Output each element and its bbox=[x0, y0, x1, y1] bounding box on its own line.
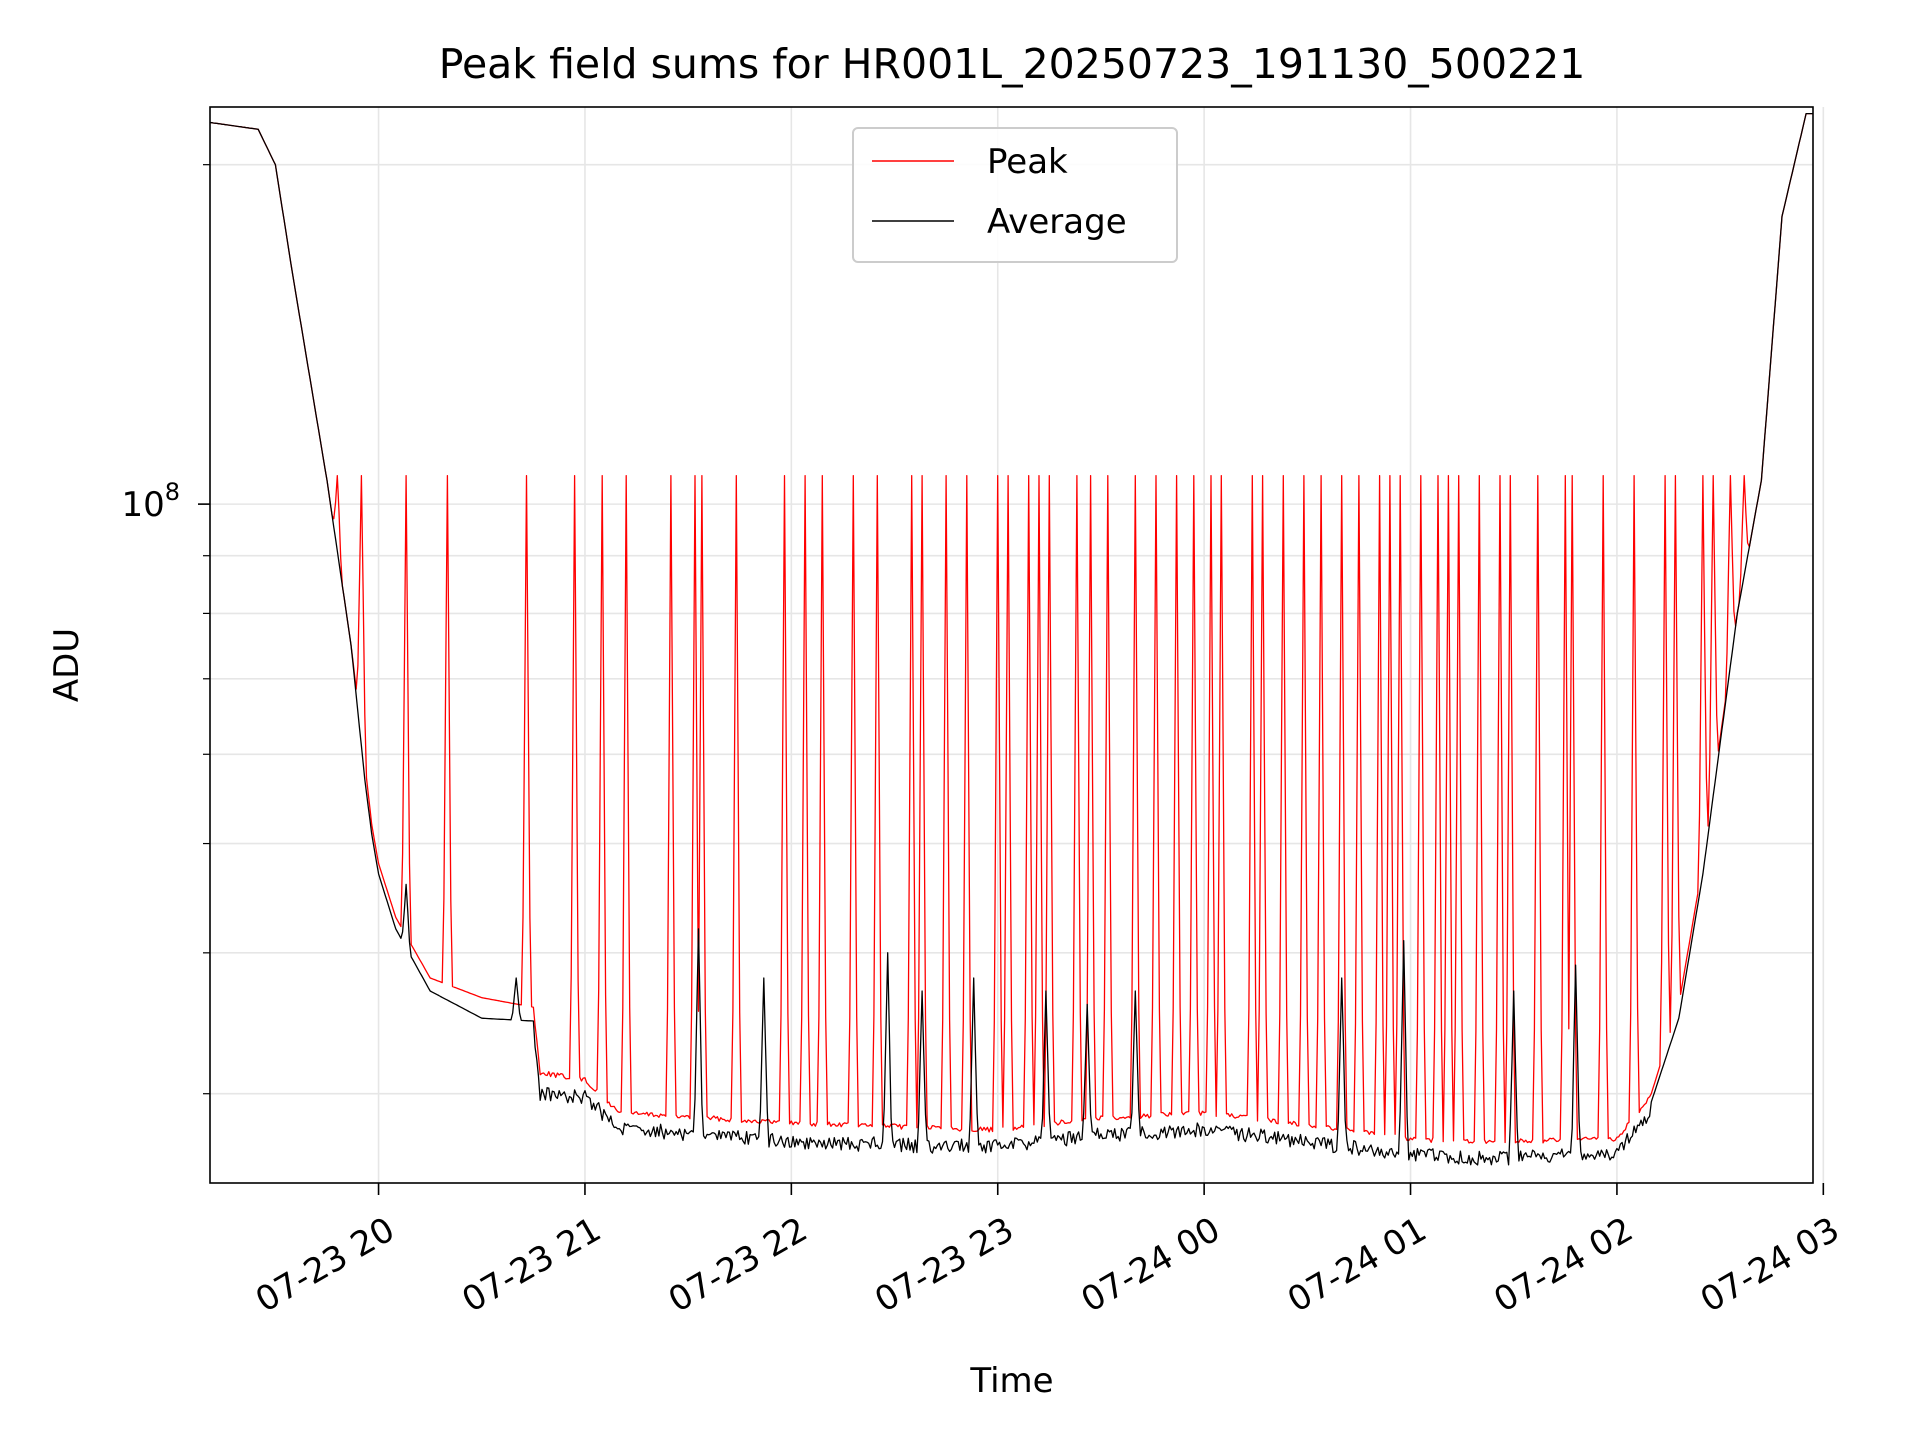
grid-lines bbox=[210, 107, 1825, 1183]
legend: Peak Average bbox=[852, 127, 1178, 263]
x-tick-label: 07-24 00 bbox=[1075, 1210, 1227, 1321]
x-tick-label: 07-23 22 bbox=[662, 1210, 814, 1321]
x-tick-label: 07-24 01 bbox=[1281, 1210, 1433, 1321]
chart-title: Peak field sums for HR001L_20250723_1911… bbox=[439, 40, 1586, 88]
x-tick-label: 07-23 21 bbox=[455, 1210, 607, 1321]
x-tick-label: 07-24 03 bbox=[1694, 1210, 1846, 1321]
plot-frame bbox=[209, 106, 1814, 1184]
x-tick-label: 07-23 23 bbox=[868, 1210, 1020, 1321]
legend-average-label: Average bbox=[987, 202, 1127, 242]
legend-peak-label: Peak bbox=[987, 142, 1068, 182]
series-lines bbox=[209, 112, 1813, 1166]
series-line-average bbox=[209, 112, 1813, 1166]
x-tick-label: 07-24 02 bbox=[1487, 1210, 1639, 1321]
y-tick-label: 108 bbox=[121, 478, 180, 525]
series-line-peak bbox=[209, 112, 1813, 1144]
x-tick-label: 07-23 20 bbox=[249, 1210, 401, 1321]
x-axis-label: Time bbox=[969, 1361, 1053, 1401]
y-axis-label: ADU bbox=[47, 628, 87, 702]
